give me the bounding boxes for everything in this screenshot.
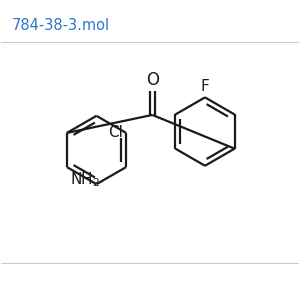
Text: Cl: Cl — [108, 125, 122, 140]
Text: F: F — [201, 80, 209, 94]
Text: O: O — [146, 71, 159, 89]
Text: NH$_2$: NH$_2$ — [70, 171, 100, 189]
Text: 784-38-3.mol: 784-38-3.mol — [12, 18, 110, 33]
